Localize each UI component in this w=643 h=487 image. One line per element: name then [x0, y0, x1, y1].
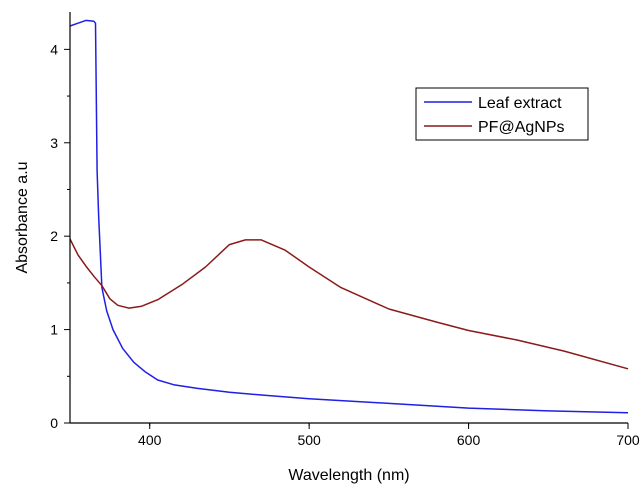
y-tick-label: 3: [50, 135, 58, 151]
x-tick-label: 400: [138, 432, 162, 448]
x-tick-label: 600: [457, 432, 481, 448]
y-axis-title: Absorbance a.u: [14, 161, 31, 273]
axes: 400 500 600 700 0 1 2 3 4: [50, 12, 640, 448]
x-axis-ticks: 400 500 600 700: [138, 423, 640, 448]
series-line-pf-agnps: [69, 238, 629, 370]
x-axis-title: Wavelength (nm): [288, 467, 409, 484]
y-tick-label: 4: [50, 41, 58, 57]
series-line-leaf-extract: [69, 19, 629, 414]
legend-label-leaf-extract: Leaf extract: [478, 95, 562, 112]
y-axis-ticks: 0 1 2 3 4: [50, 41, 70, 431]
x-tick-label: 500: [297, 432, 321, 448]
y-tick-label: 2: [50, 228, 58, 244]
y-tick-label: 1: [50, 322, 58, 338]
legend: Leaf extract PF@AgNPs: [415, 87, 589, 141]
legend-box: [415, 87, 589, 141]
y-tick-label: 0: [50, 415, 58, 431]
x-tick-label: 700: [616, 432, 640, 448]
plot-area: [69, 19, 629, 414]
legend-label-pf-agnps: PF@AgNPs: [478, 119, 564, 136]
